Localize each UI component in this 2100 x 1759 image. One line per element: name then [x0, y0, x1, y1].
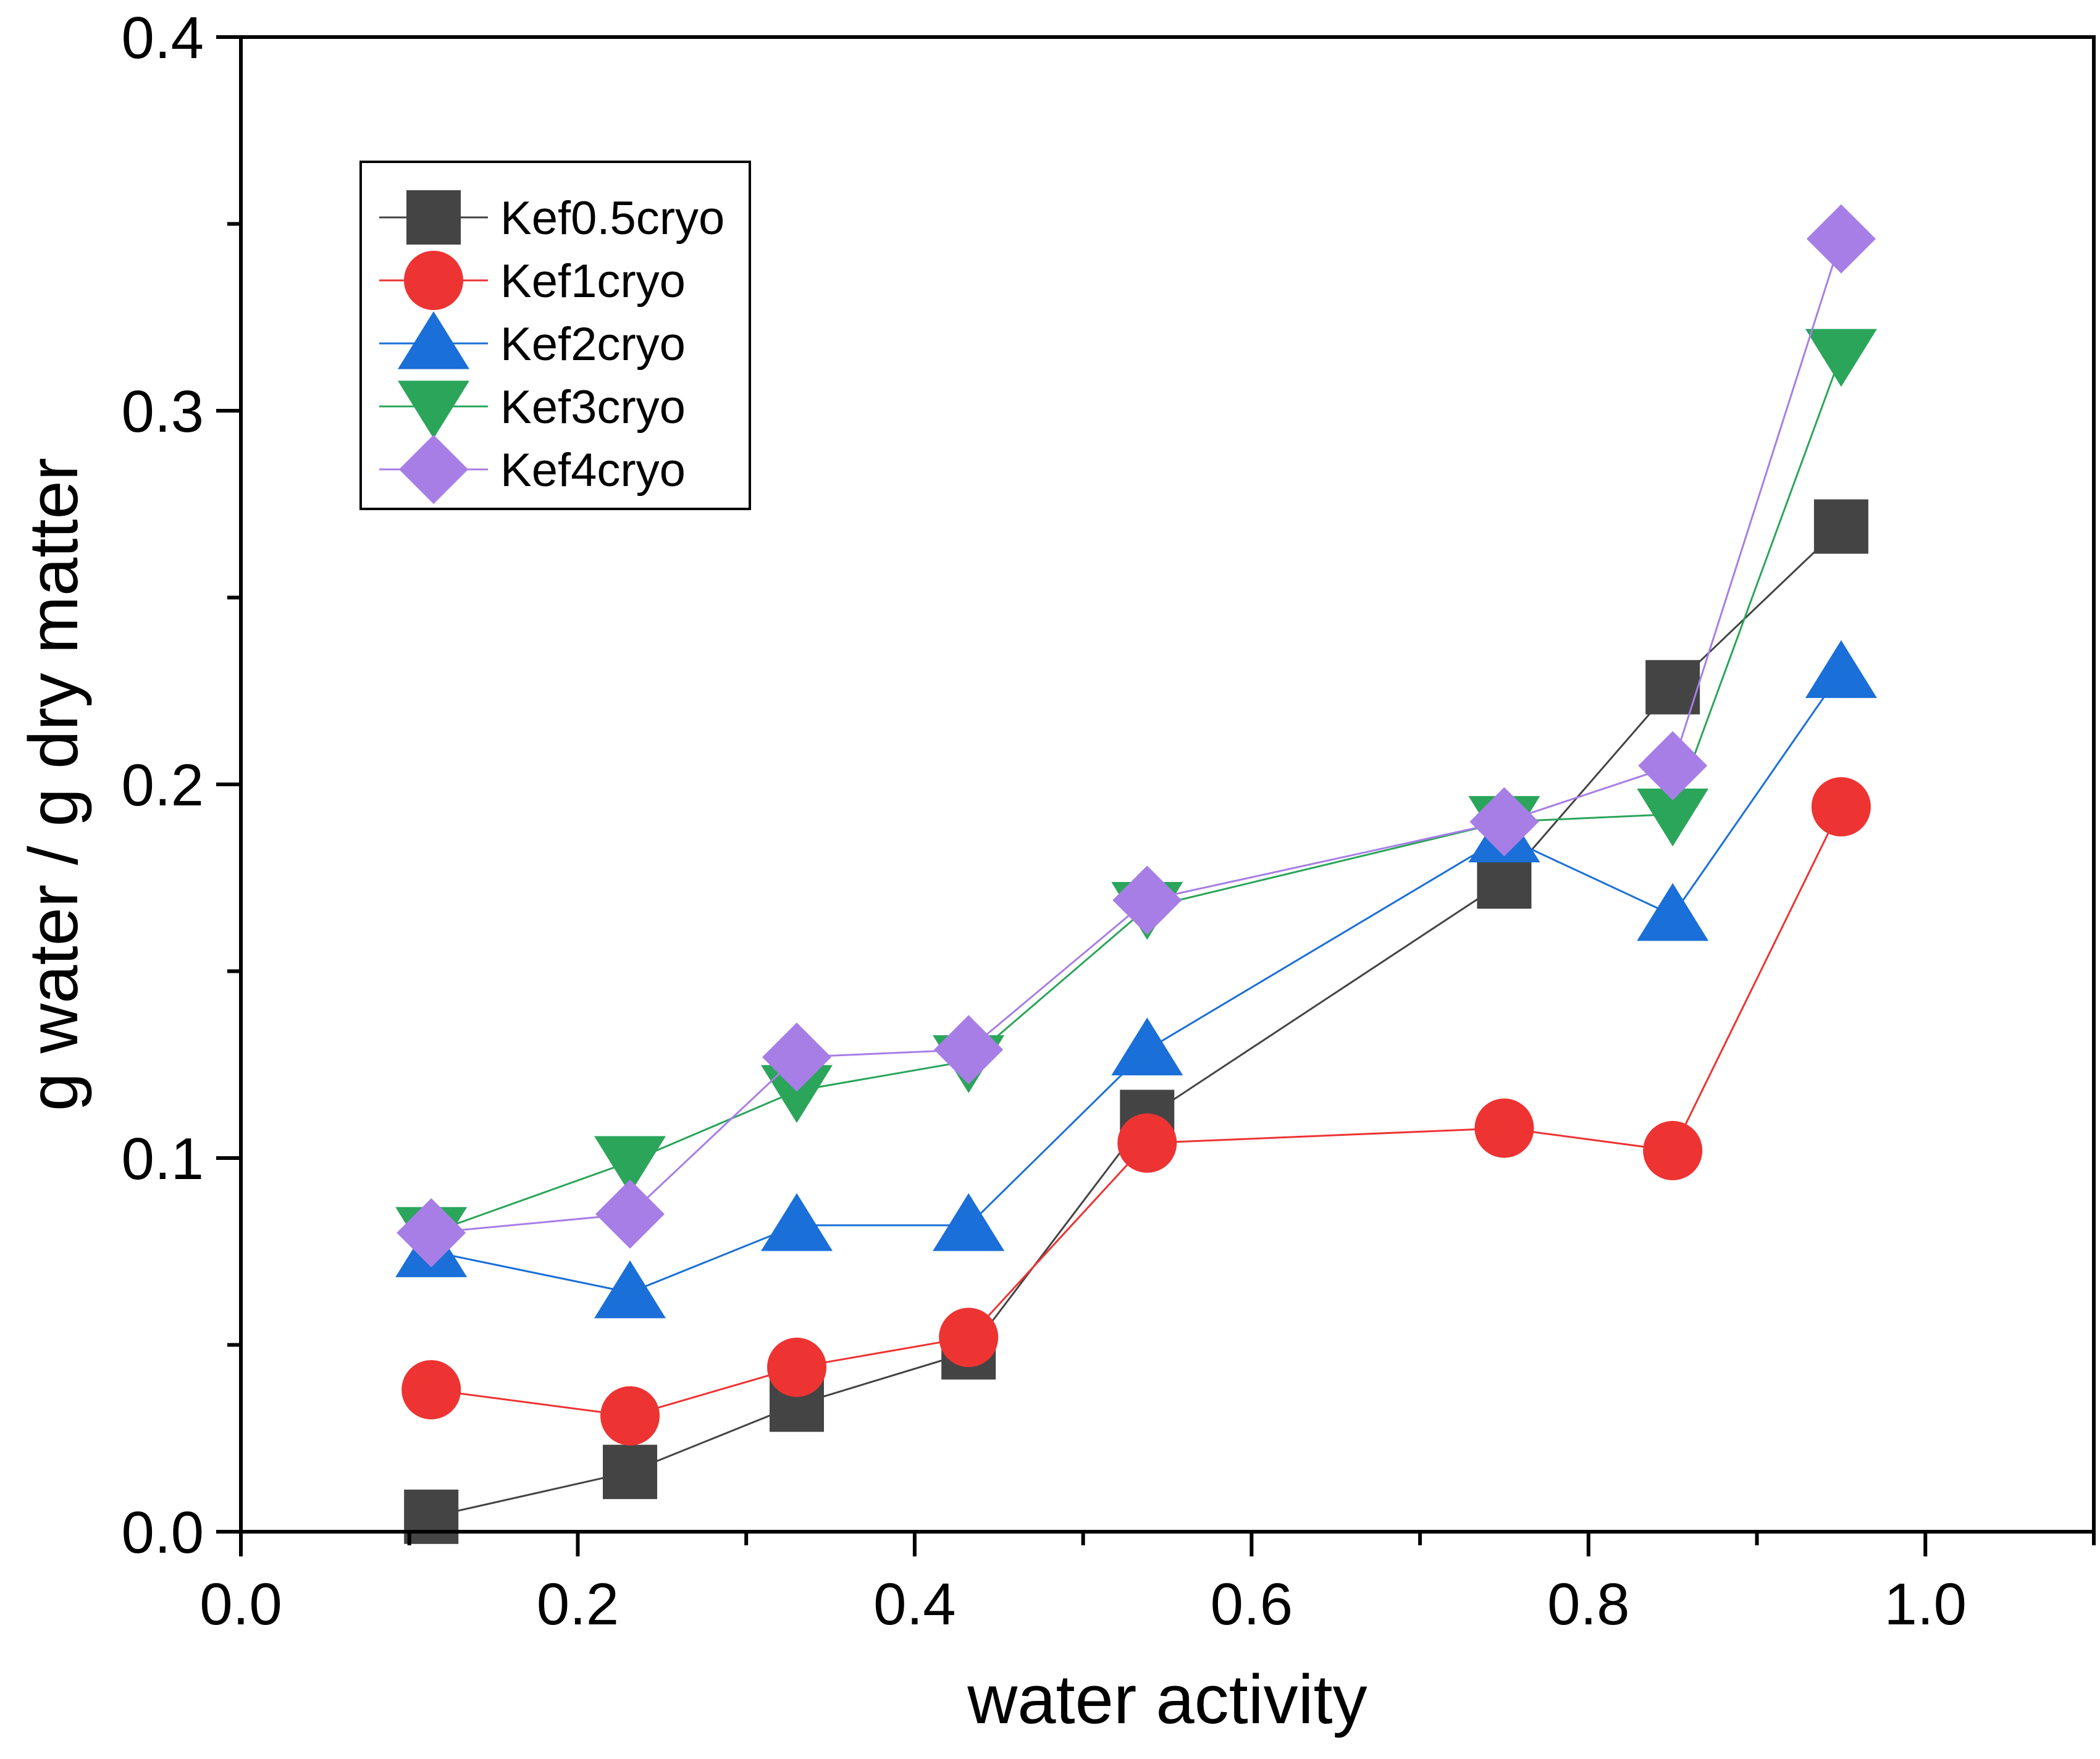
legend-entry-Kef2cryo: Kef2cryo: [379, 311, 686, 371]
point-Kef2cryo-4: [1111, 1017, 1183, 1076]
point-Kef1cryo-3: [939, 1308, 999, 1367]
y-tick-label: 0.1: [122, 1126, 204, 1192]
point-Kef0.5cryo-0: [404, 1489, 459, 1544]
legend-entry-Kef0.5cryo: Kef0.5cryo: [379, 190, 724, 245]
y-tick-label: 0.2: [122, 752, 204, 818]
y-tick-label: 0.0: [122, 1500, 204, 1566]
point-Kef0.5cryo-1: [603, 1445, 657, 1500]
axis-ticks: [216, 35, 2096, 1556]
legend-marker: [399, 435, 468, 504]
legend-entry-Kef3cryo: Kef3cryo: [379, 380, 686, 439]
point-Kef1cryo-0: [401, 1360, 461, 1420]
plot-marks: [395, 204, 1877, 1544]
legend-label: Kef3cryo: [500, 381, 686, 434]
legend-marker: [398, 380, 469, 439]
point-Kef1cryo-1: [600, 1386, 660, 1446]
point-Kef4cryo-4: [1112, 865, 1182, 935]
point-Kef2cryo-2: [761, 1193, 833, 1251]
point-Kef0.5cryo-5: [1477, 854, 1532, 909]
point-Kef3cryo-1: [594, 1136, 666, 1194]
point-Kef3cryo-2: [761, 1065, 833, 1123]
point-Kef4cryo-1: [595, 1179, 665, 1249]
point-Kef1cryo-2: [767, 1337, 826, 1397]
point-Kef0.5cryo-6: [1645, 660, 1700, 715]
point-Kef1cryo-4: [1117, 1113, 1177, 1173]
point-Kef1cryo-5: [1474, 1098, 1534, 1158]
series-line-Kef0.5cryo: [430, 526, 1842, 1518]
point-Kef2cryo-3: [933, 1193, 1005, 1251]
point-Kef0.5cryo-7: [1813, 499, 1868, 554]
x-tick-label: 1.0: [1884, 1571, 1967, 1637]
x-axis-title: water activity: [967, 1661, 1367, 1738]
series-line-Kef3cryo: [430, 354, 1842, 1234]
legend-label: Kef2cryo: [500, 318, 686, 371]
point-Kef4cryo-5: [1469, 787, 1539, 857]
point-Kef3cryo-7: [1805, 329, 1877, 387]
point-Kef4cryo-6: [1638, 731, 1708, 800]
legend-marker: [404, 251, 463, 310]
point-Kef4cryo-0: [397, 1198, 466, 1267]
x-tick-label: 0.0: [200, 1571, 282, 1637]
legend-label: Kef1cryo: [500, 255, 686, 308]
y-axis-title: g water / g dry matter: [15, 458, 92, 1111]
x-tick-label: 0.4: [873, 1571, 956, 1637]
legend-marker: [406, 190, 461, 245]
series-line-Kef4cryo: [431, 238, 1842, 1234]
point-Kef4cryo-2: [762, 1022, 831, 1092]
point-Kef3cryo-6: [1637, 788, 1709, 847]
point-Kef1cryo-6: [1643, 1120, 1703, 1180]
legend: Kef0.5cryo Kef1cryo Kef2cryo Kef3cryo Kef4cr…: [359, 161, 751, 510]
legend-entry-Kef4cryo: Kef4cryo: [379, 435, 686, 504]
legend-entry-Kef1cryo: Kef1cryo: [379, 251, 686, 310]
y-tick-label: 0.4: [122, 5, 204, 71]
point-Kef2cryo-1: [594, 1260, 666, 1319]
legend-label: Kef4cryo: [500, 444, 686, 497]
y-tick-label: 0.3: [122, 379, 204, 445]
x-tick-label: 0.8: [1547, 1571, 1629, 1637]
axis-labels: 0.0 0.2 0.4 0.6 0.8 1.0 0.0 0.1 0.2 0.3 0.4: [122, 5, 1967, 1637]
series-line-Kef2cryo: [430, 671, 1842, 1294]
point-Kef4cryo-7: [1806, 204, 1876, 274]
point-Kef2cryo-7: [1805, 640, 1877, 699]
legend-label: Kef0.5cryo: [500, 192, 724, 245]
legend-marker: [398, 311, 469, 369]
x-tick-label: 0.6: [1211, 1571, 1293, 1637]
x-tick-label: 0.2: [537, 1571, 619, 1637]
legend-entries: Kef0.5cryo Kef1cryo Kef2cryo Kef3cryo Kef4cr…: [379, 190, 724, 504]
point-Kef1cryo-7: [1811, 777, 1871, 837]
point-Kef2cryo-6: [1637, 883, 1709, 941]
point-Kef4cryo-3: [934, 1015, 1004, 1085]
